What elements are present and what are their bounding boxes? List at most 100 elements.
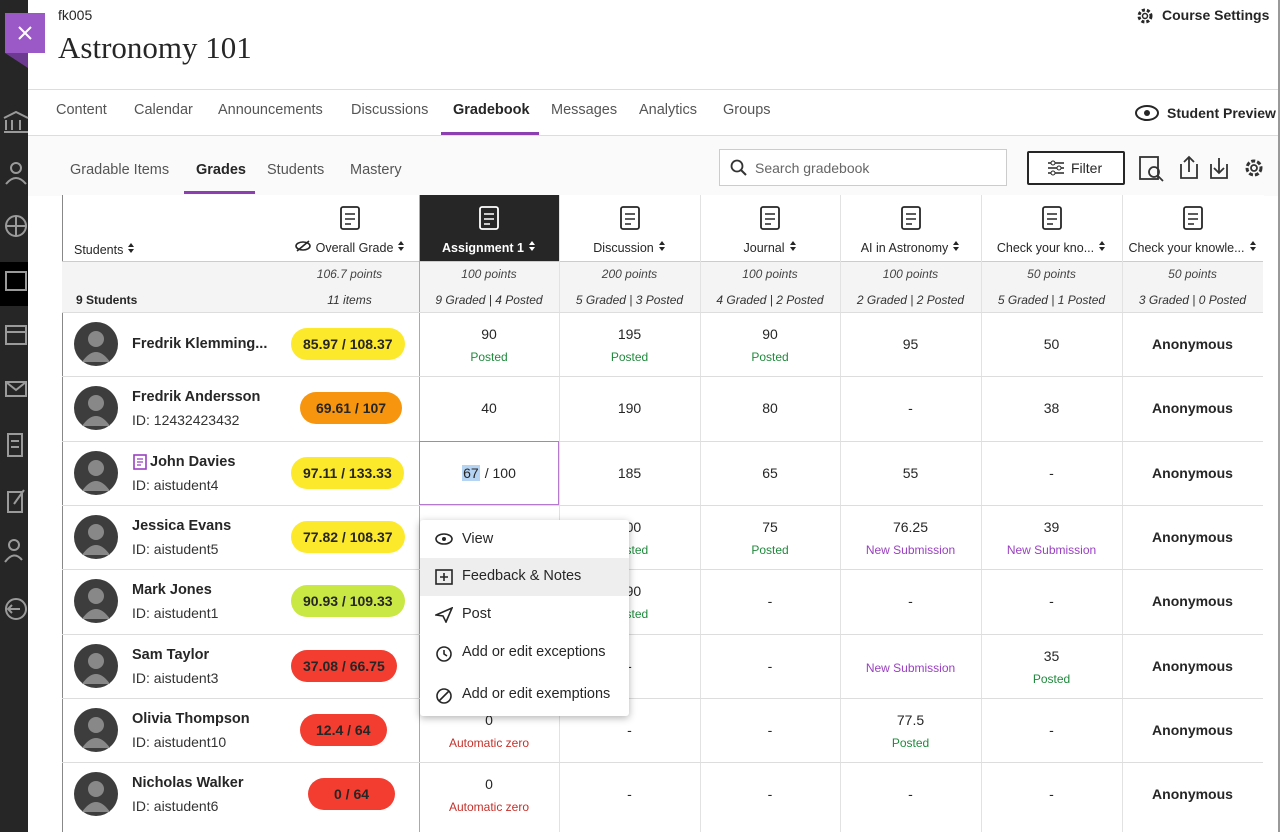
cell-value[interactable]: Anonymous bbox=[1152, 528, 1233, 545]
preview-icon[interactable] bbox=[1134, 102, 1160, 124]
menu-item[interactable]: Feedback & Notes bbox=[462, 568, 582, 584]
cell-value[interactable]: - bbox=[767, 657, 773, 674]
cell-value[interactable]: - bbox=[767, 721, 773, 738]
student-name[interactable]: Olivia Thompson bbox=[132, 710, 250, 727]
cell-value[interactable]: Anonymous bbox=[1152, 400, 1233, 417]
cell-value[interactable]: Anonymous bbox=[1152, 464, 1233, 481]
column-divider bbox=[559, 195, 560, 832]
cell-value[interactable]: - bbox=[767, 593, 773, 610]
cell-value[interactable]: 0 bbox=[485, 776, 493, 793]
cell-value[interactable]: 67 bbox=[462, 464, 480, 481]
column-title-wrap: Overall Grade bbox=[280, 239, 419, 257]
sort-icon[interactable] bbox=[1098, 239, 1106, 256]
nav-tab[interactable]: Content bbox=[56, 102, 107, 118]
search-box[interactable] bbox=[719, 149, 1007, 186]
student-name[interactable]: Jessica Evans bbox=[132, 517, 232, 534]
nav-tab[interactable]: Discussions bbox=[351, 102, 429, 118]
course-settings[interactable]: Course Settings bbox=[1162, 7, 1270, 23]
menu-item[interactable]: Post bbox=[462, 606, 492, 622]
student-name[interactable]: Mark Jones bbox=[132, 582, 212, 599]
cell-value[interactable]: - bbox=[908, 593, 913, 610]
sort-icon[interactable] bbox=[658, 239, 666, 256]
student-preview[interactable]: Student Preview bbox=[1167, 105, 1276, 121]
cell-value[interactable]: - bbox=[627, 657, 632, 674]
column-title[interactable]: Discussion bbox=[593, 241, 654, 255]
menu-item[interactable]: Add or edit exceptions bbox=[462, 644, 606, 660]
row-divider bbox=[62, 376, 1263, 378]
column-title[interactable]: AI in Astronomy bbox=[860, 241, 949, 255]
cell-value[interactable]: - bbox=[908, 400, 913, 417]
sort-icon[interactable] bbox=[1249, 239, 1257, 256]
cell-value[interactable]: - bbox=[1049, 464, 1054, 481]
cell-value[interactable]: Anonymous bbox=[1152, 336, 1233, 352]
column-title[interactable]: Journal bbox=[743, 241, 785, 255]
cell-value[interactable]: 55 bbox=[902, 464, 919, 481]
sort-icon[interactable] bbox=[952, 239, 960, 256]
column-points: 100 points bbox=[742, 267, 798, 281]
cell-value[interactable]: - bbox=[1049, 593, 1054, 610]
cell-status: Automatic zero bbox=[448, 800, 530, 815]
cell-value[interactable]: 38 bbox=[1043, 400, 1060, 417]
nav-tab[interactable]: Announcements bbox=[218, 102, 323, 118]
cell-value[interactable]: - bbox=[627, 721, 632, 738]
cell-value[interactable]: Anonymous bbox=[1152, 657, 1233, 674]
menu-item[interactable]: Add or edit exemptions bbox=[462, 686, 611, 702]
cell-value[interactable]: 185 bbox=[617, 464, 642, 481]
student-name[interactable]: Fredrik Klemming... bbox=[132, 336, 268, 352]
nav-tab[interactable]: Groups bbox=[723, 102, 771, 118]
nav-tab[interactable]: Analytics bbox=[639, 102, 698, 118]
nav-tab[interactable]: Gradebook bbox=[453, 102, 530, 118]
menu-item[interactable]: View bbox=[462, 531, 494, 547]
cell-value[interactable]: - bbox=[908, 786, 913, 803]
subnav-tab[interactable]: Mastery bbox=[350, 162, 402, 178]
student-name[interactable]: Fredrik Andersson bbox=[132, 389, 261, 406]
student-name[interactable]: John Davies bbox=[150, 453, 236, 470]
cell-value[interactable]: 35 bbox=[1043, 647, 1060, 664]
subnav-tab[interactable]: Gradable Items bbox=[70, 162, 170, 178]
sort-icon[interactable] bbox=[789, 239, 797, 256]
student-name[interactable]: Sam Taylor bbox=[132, 646, 210, 663]
column-title[interactable]: Students bbox=[74, 243, 124, 257]
cell-value[interactable]: 95 bbox=[902, 336, 919, 352]
toolbar-icons[interactable] bbox=[1138, 154, 1268, 184]
cell-value[interactable]: 76.25 bbox=[892, 518, 929, 535]
cell-value[interactable]: - bbox=[767, 786, 773, 803]
cell-value[interactable]: 75 bbox=[762, 518, 778, 535]
settings-icon[interactable] bbox=[1136, 7, 1154, 25]
cell-value[interactable]: 39 bbox=[1043, 518, 1060, 535]
hidden-icon bbox=[294, 239, 316, 256]
cell-value[interactable]: 40 bbox=[481, 400, 497, 417]
row-divider bbox=[62, 762, 1263, 764]
column-title[interactable]: Check your kno... bbox=[996, 241, 1095, 255]
cell-value[interactable]: 50 bbox=[1043, 336, 1060, 352]
cell-value[interactable]: - bbox=[1049, 721, 1054, 738]
avatar bbox=[74, 514, 118, 564]
cell-value[interactable]: 77.5 bbox=[896, 711, 925, 728]
subnav-tab[interactable]: Students bbox=[267, 162, 325, 178]
cell-value[interactable]: - bbox=[1049, 786, 1054, 803]
nav-tab[interactable]: Messages bbox=[551, 102, 618, 118]
cell-value[interactable]: 90 bbox=[481, 326, 497, 342]
cell-value[interactable]: Anonymous bbox=[1152, 721, 1233, 738]
nav-tab[interactable]: Calendar bbox=[134, 102, 193, 118]
cell-value[interactable]: Anonymous bbox=[1152, 786, 1233, 803]
avatar bbox=[74, 579, 118, 628]
cell-value[interactable]: - bbox=[627, 786, 632, 803]
cell-value[interactable]: 80 bbox=[762, 400, 778, 417]
sort-icon[interactable] bbox=[127, 241, 135, 258]
cell-value[interactable]: 195 bbox=[617, 326, 642, 342]
column-title[interactable]: Assignment 1 bbox=[442, 241, 524, 255]
cell-value[interactable]: 65 bbox=[762, 464, 778, 481]
cell-value[interactable]: 0 bbox=[485, 711, 493, 728]
subnav-tab[interactable]: Grades bbox=[196, 162, 246, 178]
student-name[interactable]: Nicholas Walker bbox=[132, 775, 244, 792]
column-summary: 11 items bbox=[327, 293, 372, 307]
cell-value[interactable]: Anonymous bbox=[1152, 593, 1233, 610]
sort-icon[interactable] bbox=[528, 239, 536, 256]
column-title[interactable]: Check your knowle... bbox=[1128, 241, 1245, 255]
column-title[interactable]: Overall Grade bbox=[315, 241, 394, 255]
filter-button[interactable] bbox=[1027, 151, 1125, 185]
cell-value[interactable]: 190 bbox=[617, 400, 642, 417]
sort-icon[interactable] bbox=[397, 239, 405, 256]
cell-value[interactable]: 90 bbox=[762, 326, 778, 342]
